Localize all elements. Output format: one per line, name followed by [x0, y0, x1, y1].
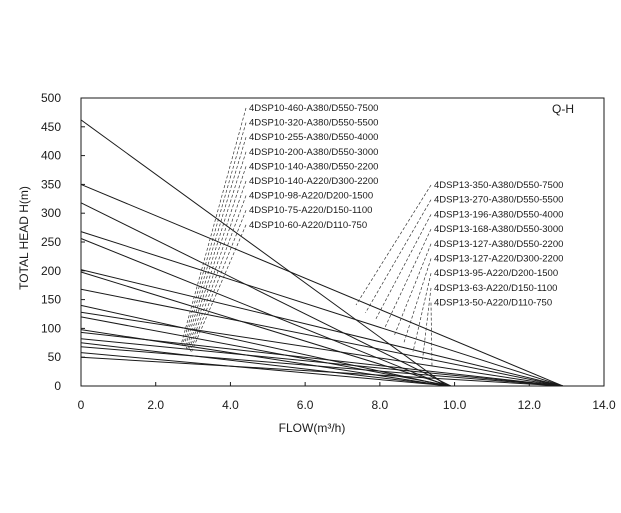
legend-leader-line — [185, 166, 247, 349]
legend-label: 4DSP10-98-A220/D200-1500 — [249, 191, 373, 202]
legend-leader-line — [384, 228, 432, 329]
y-axis-title: TOTAL HEAD H(m) — [17, 186, 31, 290]
y-tick-label: 100 — [41, 321, 61, 335]
legend-label: 4DSP10-140-A380/D550-2200 — [249, 161, 378, 172]
x-tick-label: 4.0 — [222, 398, 239, 412]
series-layer — [80, 119, 564, 387]
series-line-4dsp13-127-a220-d300-2200 — [80, 331, 563, 387]
y-tick-label: 0 — [54, 379, 61, 393]
series-line-4dsp13-196-a380-d550-4000 — [80, 269, 564, 387]
y-tick-label: 400 — [41, 149, 61, 163]
legend-label: 4DSP10-140-A220/D300-2200 — [249, 176, 378, 187]
x-tick-label: 2.0 — [147, 398, 164, 412]
legend-label: 4DSP10-75-A220/D150-1100 — [249, 205, 372, 216]
y-tick-label: 350 — [41, 177, 61, 191]
legend-label: 4DSP10-460-A380/D550-7500 — [249, 103, 378, 114]
x-tick-label: 12.0 — [518, 398, 542, 412]
legend-leader-line — [181, 122, 247, 346]
y-tick-label: 50 — [48, 350, 62, 364]
legend-label: 4DSP13-270-A380/D550-5500 — [434, 195, 563, 206]
series-line-4dsp13-63-a220-d150-1100 — [80, 346, 563, 387]
series-line-4dsp13-50-a220-d110-750 — [80, 356, 563, 387]
legend-leader-line — [355, 184, 432, 306]
legend-label: 4DSP10-60-A220/D110-750 — [249, 220, 367, 231]
series-line-4dsp10-140-a220-d300-2200 — [80, 316, 451, 387]
legend-leader-line — [430, 302, 433, 368]
legend-leader-line — [184, 151, 247, 348]
x-tick-label: 8.0 — [372, 398, 389, 412]
y-tick-label: 300 — [41, 206, 61, 220]
legend-label: 4DSP13-95-A220/D200-1500 — [434, 268, 558, 279]
series-line-4dsp13-350-a380-d550-7500 — [80, 183, 564, 387]
legend-label: 4DSP13-196-A380/D550-4000 — [434, 209, 563, 220]
legend-label: 4DSP10-200-A380/D550-3000 — [249, 147, 378, 158]
legend-leader-line — [191, 224, 247, 353]
legend-leader-line — [374, 214, 432, 321]
legend-label: 4DSP13-63-A220/D150-1100 — [434, 283, 557, 294]
series-line-4dsp10-255-a380-d550-4000 — [80, 238, 448, 387]
series-line-4dsp10-140-a380-d550-2200 — [80, 304, 448, 387]
y-tick-label: 200 — [41, 264, 61, 278]
x-tick-label: 14.0 — [592, 398, 616, 412]
legend-label: 4DSP13-50-A220/D110-750 — [434, 298, 552, 309]
legend-layer: 4DSP10-460-A380/D550-7500 4DSP10-320-A380… — [249, 103, 563, 309]
legend-leader-line — [180, 107, 247, 346]
legend-leader-line — [393, 243, 432, 337]
legend-leader-line — [189, 210, 247, 352]
legend-label: 4DSP13-350-A380/D550-7500 — [434, 180, 563, 191]
series-line-4dsp13-168-a380-d550-3000 — [80, 288, 563, 387]
legend-label: 4DSP13-127-A380/D550-2200 — [434, 239, 563, 250]
legend-leader-line — [412, 273, 432, 352]
y-tick-label: 250 — [41, 235, 61, 249]
y-tick-label: 450 — [41, 120, 61, 134]
legend-leader-line — [183, 137, 247, 347]
y-tick-label: 150 — [41, 293, 61, 307]
series-line-4dsp13-127-a380-d550-2200 — [80, 311, 563, 387]
x-tick-label: 0 — [78, 398, 85, 412]
x-tick-label: 10.0 — [443, 398, 467, 412]
legend-leader-line — [187, 180, 247, 350]
legend-label: 4DSP10-255-A380/D550-4000 — [249, 132, 378, 143]
legend-label: 4DSP13-168-A380/D550-3000 — [434, 224, 563, 235]
series-line-4dsp13-95-a220-d200-1500 — [80, 338, 563, 387]
series-line-4dsp13-270-a380-d550-5500 — [80, 231, 564, 387]
x-axis-title: FLOW(m³/h) — [279, 421, 346, 435]
series-line-4dsp10-75-a220-d150-1100 — [80, 342, 451, 387]
x-tick-label: 6.0 — [297, 398, 314, 412]
legend-label: 4DSP13-127-A220/D300-2200 — [434, 254, 563, 265]
series-line-4dsp10-60-a220-d110-750 — [80, 352, 451, 387]
series-line-4dsp10-460-a380-d550-7500 — [80, 119, 448, 387]
y-tick-label: 500 — [41, 91, 61, 105]
legend-leader-line — [422, 287, 432, 360]
legend-label: 4DSP10-320-A380/D550-5500 — [249, 118, 378, 129]
legend-leader-line — [365, 199, 432, 313]
leader-layer — [180, 107, 433, 368]
series-line-4dsp10-320-a380-d550-5500 — [80, 202, 452, 387]
chart-title: Q-H — [552, 102, 574, 116]
legend-leader-line — [188, 195, 247, 351]
